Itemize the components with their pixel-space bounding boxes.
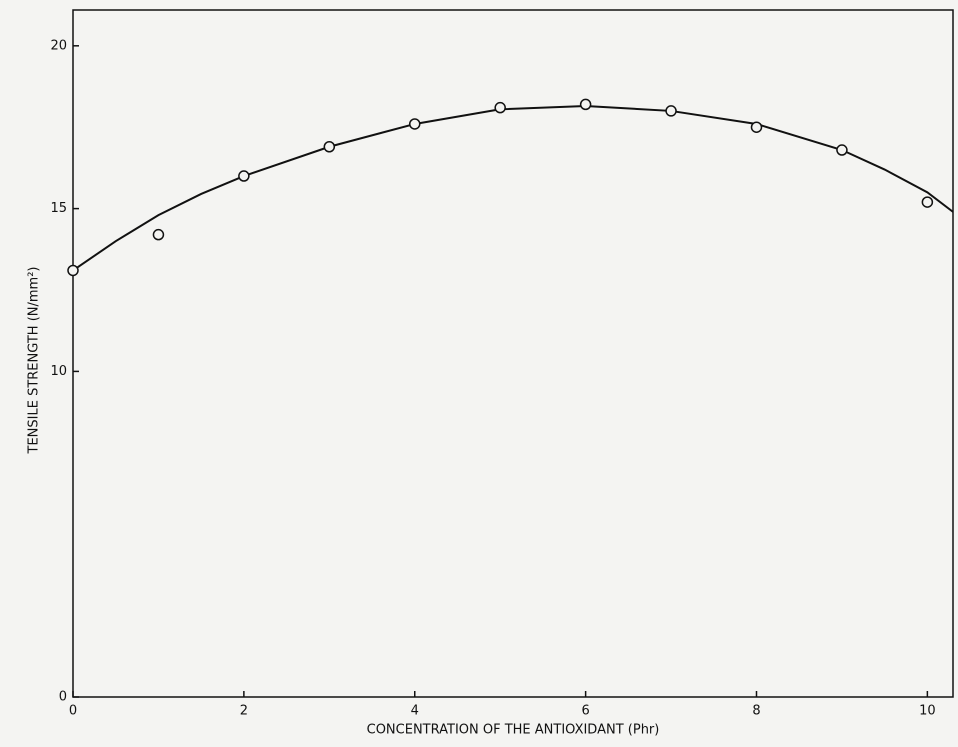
data-point bbox=[238, 170, 250, 182]
data-point bbox=[323, 140, 336, 153]
x-tick-label: 10 bbox=[919, 704, 936, 719]
y-axis-label: TENSILE STRENGTH (N/mm²) bbox=[27, 267, 42, 455]
x-tick-label: 6 bbox=[581, 704, 589, 719]
data-point bbox=[579, 98, 592, 111]
plot-frame bbox=[72, 9, 954, 698]
y-tick-label: 0 bbox=[59, 690, 67, 705]
x-tick-label: 0 bbox=[69, 704, 77, 719]
data-point bbox=[836, 144, 848, 156]
data-point bbox=[665, 105, 677, 117]
y-tick-label: 15 bbox=[50, 201, 67, 216]
data-point bbox=[152, 228, 165, 241]
x-axis-label: CONCENTRATION OF THE ANTIOXIDANT (Phr) bbox=[367, 723, 660, 738]
data-point bbox=[67, 264, 79, 277]
y-tick-label: 20 bbox=[50, 38, 67, 53]
data-point bbox=[750, 121, 763, 133]
y-tick-label: 10 bbox=[50, 364, 67, 379]
data-point bbox=[494, 101, 506, 114]
x-tick-label: 2 bbox=[240, 704, 248, 719]
x-tick-label: 4 bbox=[411, 704, 419, 719]
data-point bbox=[408, 118, 421, 130]
x-tick-label: 8 bbox=[752, 704, 760, 719]
fit-curve bbox=[72, 105, 954, 272]
data-point bbox=[921, 196, 934, 208]
